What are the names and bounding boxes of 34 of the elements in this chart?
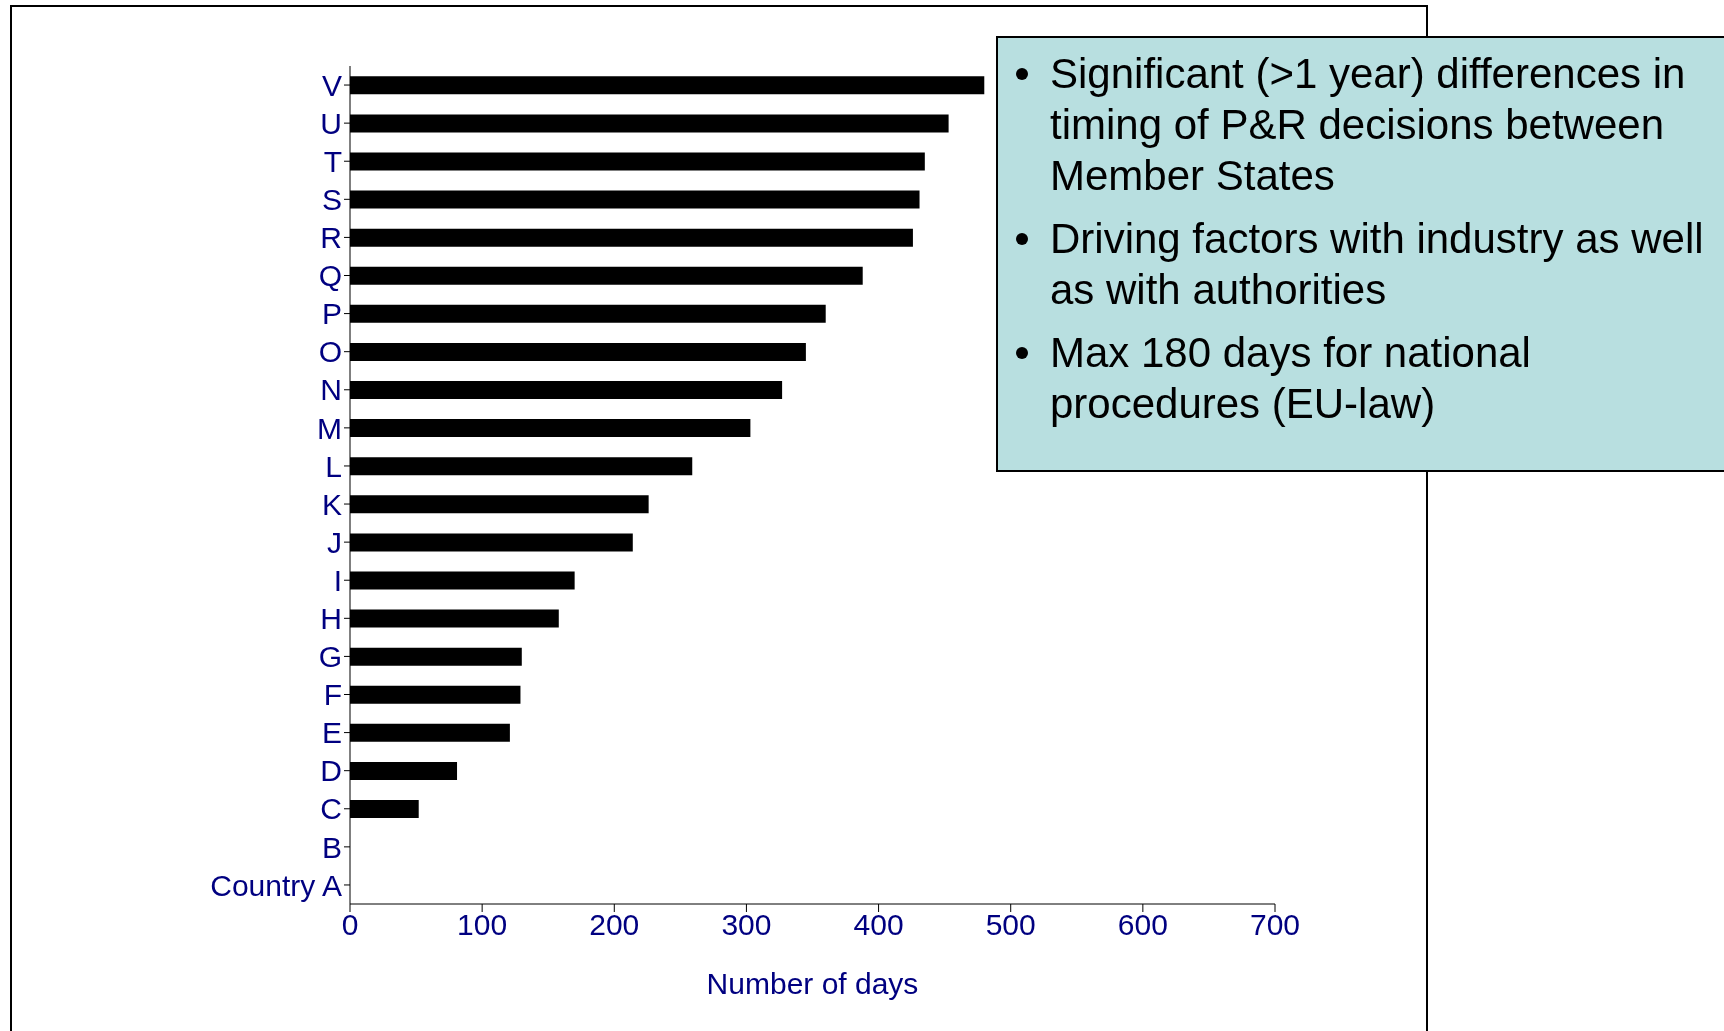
y-tick-label: D — [320, 754, 342, 788]
y-tick-label: R — [320, 221, 342, 255]
x-tick-label: 100 — [457, 908, 508, 942]
y-tick-label: L — [325, 449, 342, 483]
y-tick-label: I — [333, 563, 342, 597]
y-tick-label: C — [320, 792, 342, 826]
y-tick-label: N — [320, 373, 342, 407]
y-tick-label: Country A — [210, 868, 342, 902]
annotation: Driving factors with industry as well as with authorities — [1050, 214, 1705, 315]
y-tick-label: S — [321, 182, 342, 216]
x-tick-label: 700 — [1249, 908, 1301, 942]
y-tick-label: B — [321, 830, 342, 864]
x-tick-label: 500 — [985, 908, 1036, 942]
x-axis-title: Number of days — [706, 967, 919, 1000]
y-tick-label: V — [321, 68, 342, 102]
y-tick-label: E — [321, 716, 342, 750]
y-tick-label: P — [321, 297, 342, 331]
x-tick-label: 200 — [589, 908, 640, 942]
y-tick-label: O — [318, 335, 342, 369]
y-tick-label: K — [321, 487, 342, 521]
x-tick-label: 400 — [853, 908, 904, 942]
annotation: Max 180 days for national procedures (EU-law) — [1050, 328, 1532, 429]
y-tick-label: Q — [318, 259, 342, 293]
x-tick-label: 600 — [1117, 908, 1168, 942]
x-tick-label: 300 — [721, 908, 772, 942]
y-tick-label: M — [317, 411, 342, 445]
x-tick-label: 0 — [341, 908, 359, 942]
y-tick-label: H — [320, 601, 342, 635]
y-tick-label: G — [318, 640, 342, 674]
y-tick-label: J — [327, 525, 342, 559]
annotation: Significant (>1 year) differences in timing of P&R decisions between Member States — [1050, 49, 1687, 201]
y-tick-label: U — [320, 106, 342, 140]
y-tick-label: F — [323, 678, 342, 712]
y-tick-label: T — [323, 144, 342, 178]
